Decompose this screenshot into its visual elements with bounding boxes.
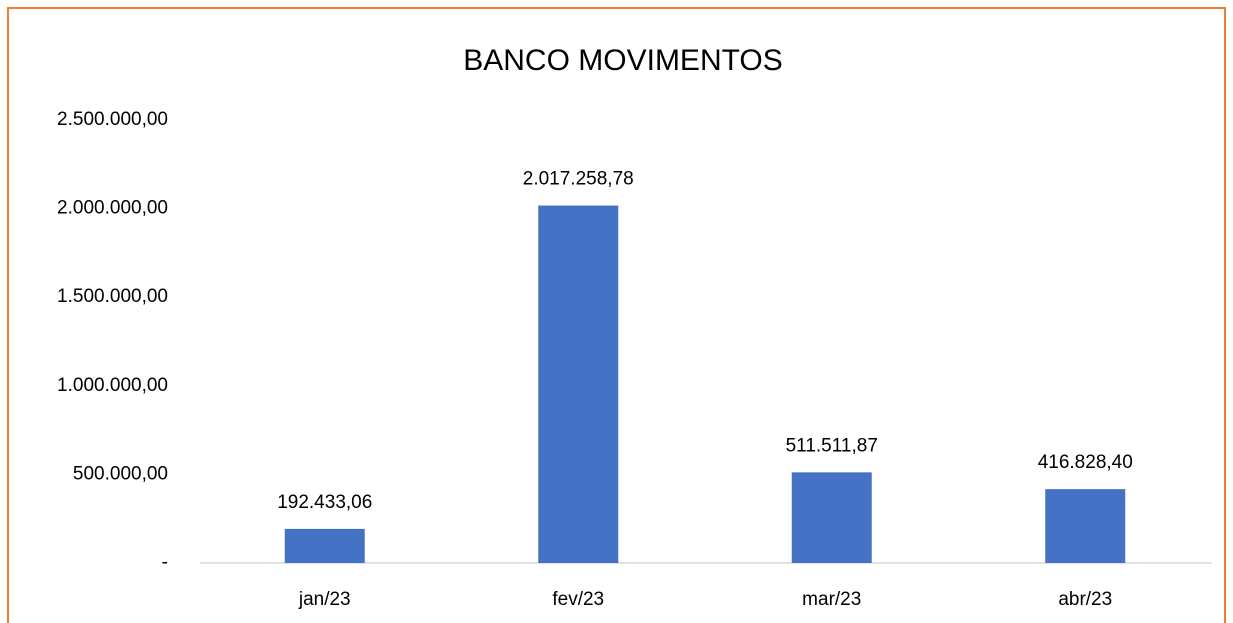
x-tick-label: mar/23 (802, 589, 861, 610)
y-tick-label: 1.500.000,00 (57, 286, 168, 307)
y-tick-label: 2.000.000,00 (57, 198, 168, 219)
x-tick-label: fev/23 (552, 589, 604, 610)
x-tick-label: abr/23 (1058, 589, 1112, 610)
bar (538, 205, 619, 563)
bar (284, 528, 365, 563)
data-label: 416.828,40 (1038, 452, 1133, 473)
data-label: 511.511,87 (786, 435, 878, 456)
data-label: 192.433,06 (277, 492, 372, 513)
bar (1045, 489, 1126, 563)
chart-title: BANCO MOVIMENTOS (463, 44, 782, 77)
y-tick-label: - (162, 552, 168, 573)
y-tick-label: 2.500.000,00 (57, 109, 168, 130)
bar (791, 472, 872, 563)
y-tick-label: 500.000,00 (73, 463, 168, 484)
data-label: 2.017.258,78 (523, 169, 634, 190)
x-tick-label: jan/23 (298, 589, 351, 610)
y-tick-label: 1.000.000,00 (57, 375, 168, 396)
